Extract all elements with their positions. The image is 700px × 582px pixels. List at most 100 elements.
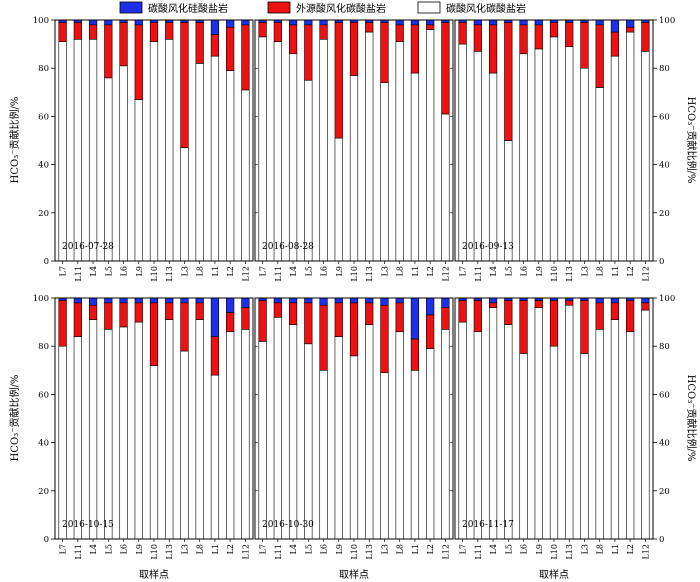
bar-segment [180,297,189,304]
y-tick-label: 40 [659,161,670,171]
bar-segment [273,297,282,304]
bar-segment [534,300,543,308]
category-label: L1 [611,544,620,554]
y-tick-label: 0 [44,535,49,545]
category-label: L13 [365,544,374,560]
bar-segment [210,34,220,57]
bar-segment [104,19,113,26]
bar-segment [73,22,82,40]
panel-frame [54,19,254,262]
bar-segment [349,75,359,262]
bar-segment [119,297,128,304]
bar-segment [441,297,450,308]
bar-segment [304,19,313,26]
y-tick-label: 80 [38,64,49,74]
bar-segment [304,302,313,345]
y-tick-label: 80 [659,342,670,352]
bar-segment [641,51,650,262]
category-label: L2 [626,544,635,554]
category-label: L9 [135,544,144,554]
category-label: L6 [320,266,329,276]
bar-segment [504,300,513,325]
bar-segment [365,22,374,33]
category-label: L13 [165,266,174,282]
category-label: L5 [104,544,113,554]
panel-date-label: 2016-11-17 [462,520,514,530]
bar-segment [595,302,604,330]
bar-segment [595,24,604,88]
bar-segment [441,329,450,540]
bar-segment [334,297,343,304]
bar-segment [519,353,528,540]
y-tick-label: 100 [659,16,675,26]
bar-segment [210,374,220,540]
category-label: L6 [320,544,329,554]
bar-segment [610,31,620,57]
bar-segment [210,297,220,337]
bar-segment [195,297,204,304]
category-label: L10 [350,544,359,560]
category-label: L13 [165,544,174,560]
bar-segment [488,302,498,308]
panel-date-label: 2016-10-15 [62,520,114,530]
y-tick-label: 60 [38,112,49,122]
bar-segment [458,43,467,262]
bar-segment [165,38,174,262]
category-label: L3 [180,544,189,554]
bar-segment [104,24,113,79]
bar-segment [241,329,250,540]
panel-date-label: 2016-09-13 [462,242,514,252]
bar-segment [519,19,528,26]
y-tick-label: 80 [659,64,670,74]
bar-segment [195,63,204,262]
category-label: L11 [274,266,283,282]
bar-segment [319,38,328,262]
bar-segment [441,113,450,262]
bar-segment [319,369,328,540]
category-label: L11 [274,544,283,560]
bar-segment [149,365,159,540]
bar-segment [304,297,313,304]
category-label: L4 [289,544,298,554]
bar-segment [195,22,204,64]
category-label: L6 [120,544,129,554]
bar-segment [549,345,559,540]
bar-segment [473,51,482,262]
bar-segment [534,24,543,50]
x-axis-title: 取样点 [539,568,569,581]
bar-segment [226,331,235,540]
category-label: L3 [380,544,389,554]
y-tick-label: 0 [659,257,664,267]
category-label: L5 [504,266,513,276]
x-axis-title: 取样点 [139,568,169,581]
bar-segment [258,300,267,342]
category-label: L2 [426,266,435,276]
y-tick-label: 60 [38,390,49,400]
bar-segment [441,22,450,115]
bar-segment [226,297,235,313]
bar-segment [288,302,298,325]
bar-segment [395,41,404,262]
bar-segment [319,24,328,40]
bar-segment [504,22,513,141]
y-axis-title: HCO₃⁻贡献比例/% [8,375,21,462]
category-label: L3 [580,544,589,554]
bar-segment [488,24,498,74]
bar-segment [504,324,513,540]
bar-segment [626,26,635,33]
bar-segment [565,22,574,47]
bar-segment [226,312,235,333]
bar-segment [473,331,482,540]
bar-segment [458,321,467,540]
bar-segment [410,369,420,540]
bar-segment [134,297,143,304]
bar-segment [180,147,189,262]
category-label: L4 [489,544,498,554]
category-label: L12 [441,544,450,560]
category-label: L12 [641,544,650,560]
bar-segment [165,302,174,320]
category-label: L5 [104,266,113,276]
bar-segment [488,19,498,26]
bar-segment [349,302,359,357]
bar-segment [149,41,159,262]
